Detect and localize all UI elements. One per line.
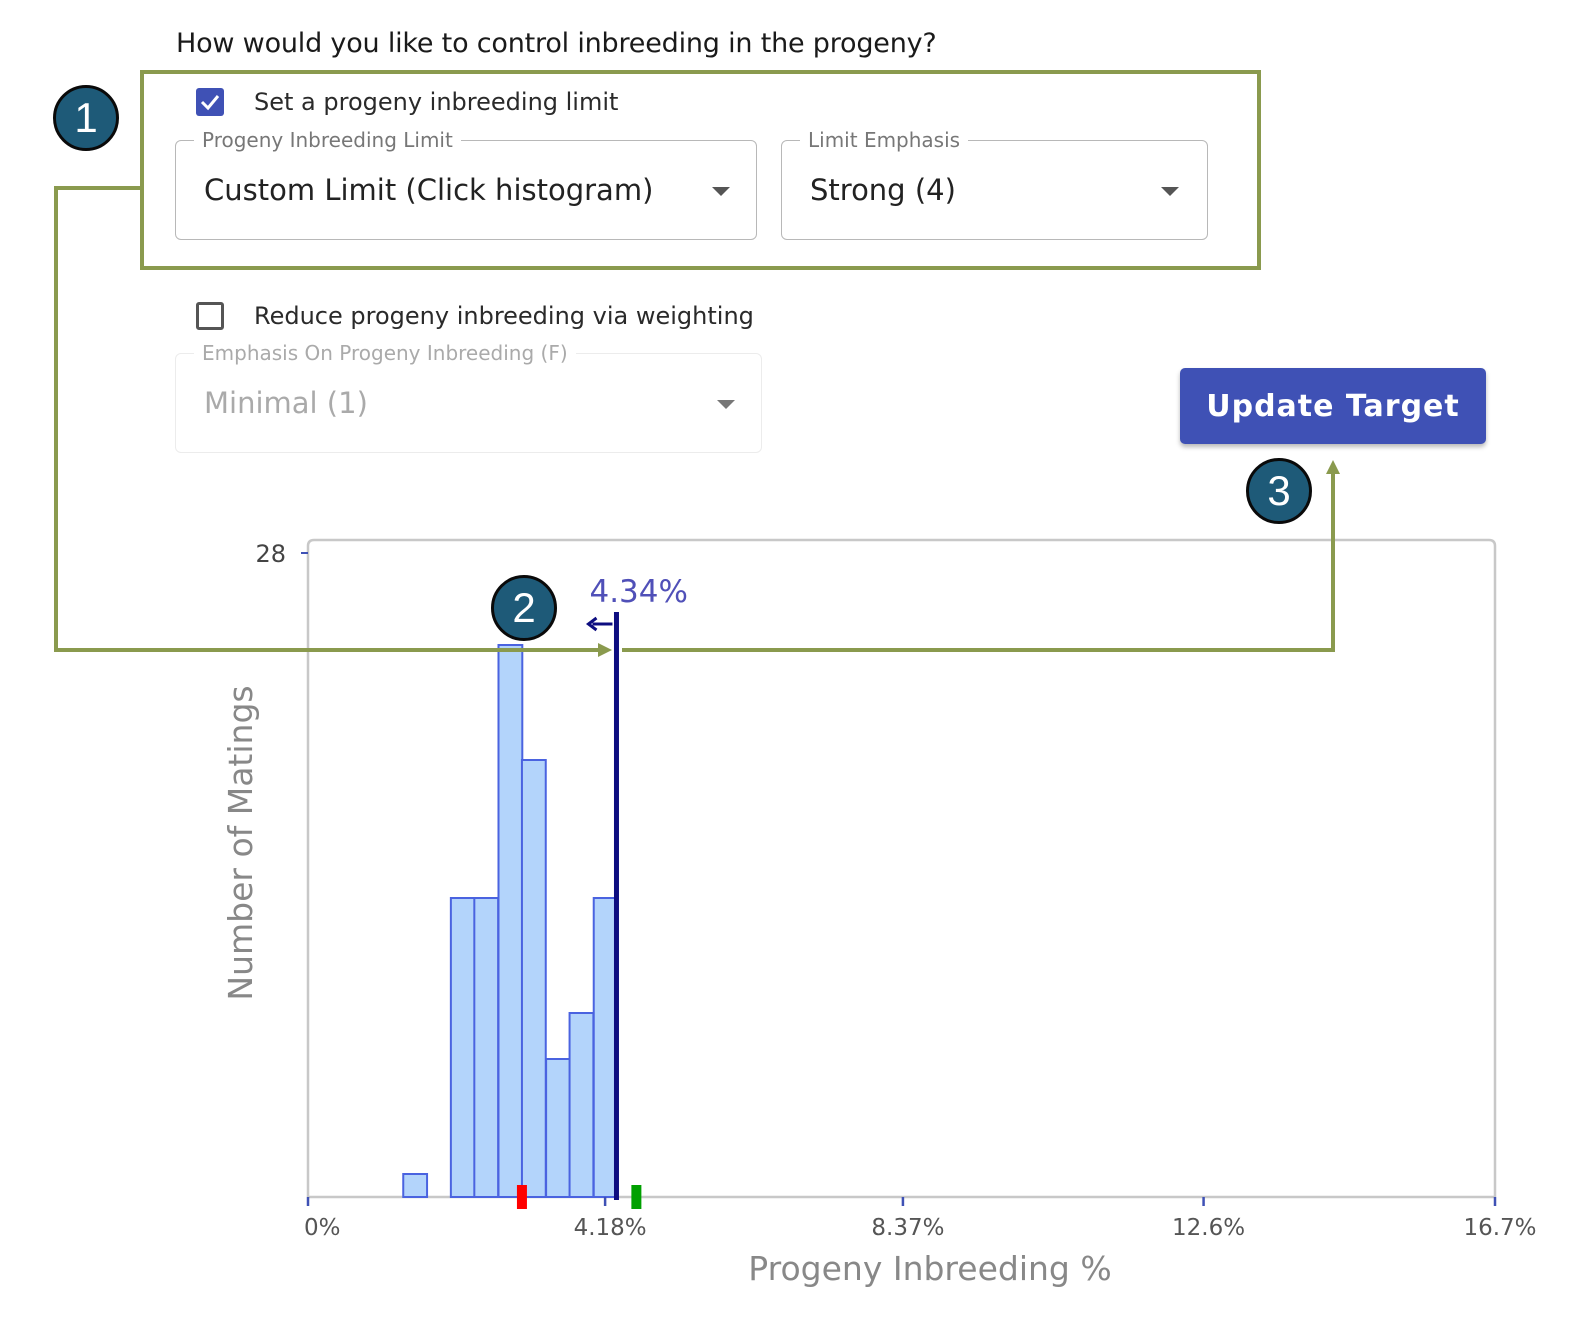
x-tick-label: 0% <box>304 1215 341 1241</box>
progeny-inbreeding-limit-select[interactable]: Progeny Inbreeding Limit Custom Limit (C… <box>175 128 757 240</box>
y-axis-label: Number of Matings <box>221 685 260 1000</box>
question-text: How would you like to control inbreeding… <box>176 28 937 59</box>
green-marker <box>631 1185 642 1209</box>
x-tick-label: 12.6% <box>1172 1215 1245 1241</box>
arrow-left-icon <box>585 616 598 632</box>
arrow-head-icon <box>1326 460 1340 474</box>
histogram-bar <box>497 644 524 1198</box>
emphasis-on-progeny-inbreeding-select[interactable]: Emphasis On Progeny Inbreeding (F) Minim… <box>175 341 762 453</box>
reduce-weighting-checkbox[interactable] <box>196 302 224 330</box>
chevron-down-icon <box>1161 187 1179 196</box>
step-badge-3: 3 <box>1246 458 1312 524</box>
checkmark-icon <box>200 95 220 111</box>
x-tick-label: 4.18% <box>574 1215 647 1241</box>
limit-emphasis-label: Limit Emphasis <box>800 128 969 152</box>
limit-emphasis-value: Strong (4) <box>810 173 956 207</box>
limit-emphasis-select[interactable]: Limit Emphasis Strong (4) <box>781 128 1208 240</box>
x-axis-label: Progeny Inbreeding % <box>748 1249 1111 1288</box>
progeny-inbreeding-limit-value: Custom Limit (Click histogram) <box>204 173 654 207</box>
step-1-highlight-box <box>140 70 1261 270</box>
step-badge-2: 2 <box>491 575 557 641</box>
emphasis-on-progeny-inbreeding-label: Emphasis On Progeny Inbreeding (F) <box>194 341 576 365</box>
histogram-bar <box>592 897 619 1198</box>
set-limit-checkbox[interactable] <box>196 88 224 116</box>
chevron-down-icon <box>717 400 735 409</box>
connector-line-2-to-3 <box>622 472 1335 652</box>
step-badge-1: 1 <box>53 85 119 151</box>
plot-frame <box>306 538 1497 1197</box>
histogram-bar <box>449 897 476 1198</box>
update-target-button[interactable]: Update Target <box>1180 368 1486 444</box>
histogram-plot-area: 28 4.34% 0% 4.18% 8.37% 12.6% 16.7% Progeny Inb… <box>221 538 1537 1288</box>
histogram-bar <box>402 1173 429 1198</box>
arrow-head-icon <box>598 643 612 657</box>
chevron-down-icon <box>712 187 730 196</box>
connector-line-1-to-2 <box>54 186 603 652</box>
x-tick-label: 8.37% <box>871 1215 944 1241</box>
y-tick-label: 28 <box>255 540 286 568</box>
reduce-weighting-label: Reduce progeny inbreeding via weighting <box>254 302 754 330</box>
emphasis-on-progeny-inbreeding-value: Minimal (1) <box>204 386 368 420</box>
histogram-bar <box>520 759 547 1198</box>
histogram-bar <box>473 897 500 1198</box>
set-limit-label: Set a progeny inbreeding limit <box>254 88 619 116</box>
red-marker <box>516 1185 527 1209</box>
annotation-connectors <box>54 186 1340 657</box>
progeny-inbreeding-limit-label: Progeny Inbreeding Limit <box>194 128 461 152</box>
histogram-bar <box>568 1012 595 1198</box>
limit-value-label: 4.34% <box>589 574 687 610</box>
histogram-bar <box>545 1058 571 1198</box>
x-tick-label: 16.7% <box>1463 1215 1536 1241</box>
